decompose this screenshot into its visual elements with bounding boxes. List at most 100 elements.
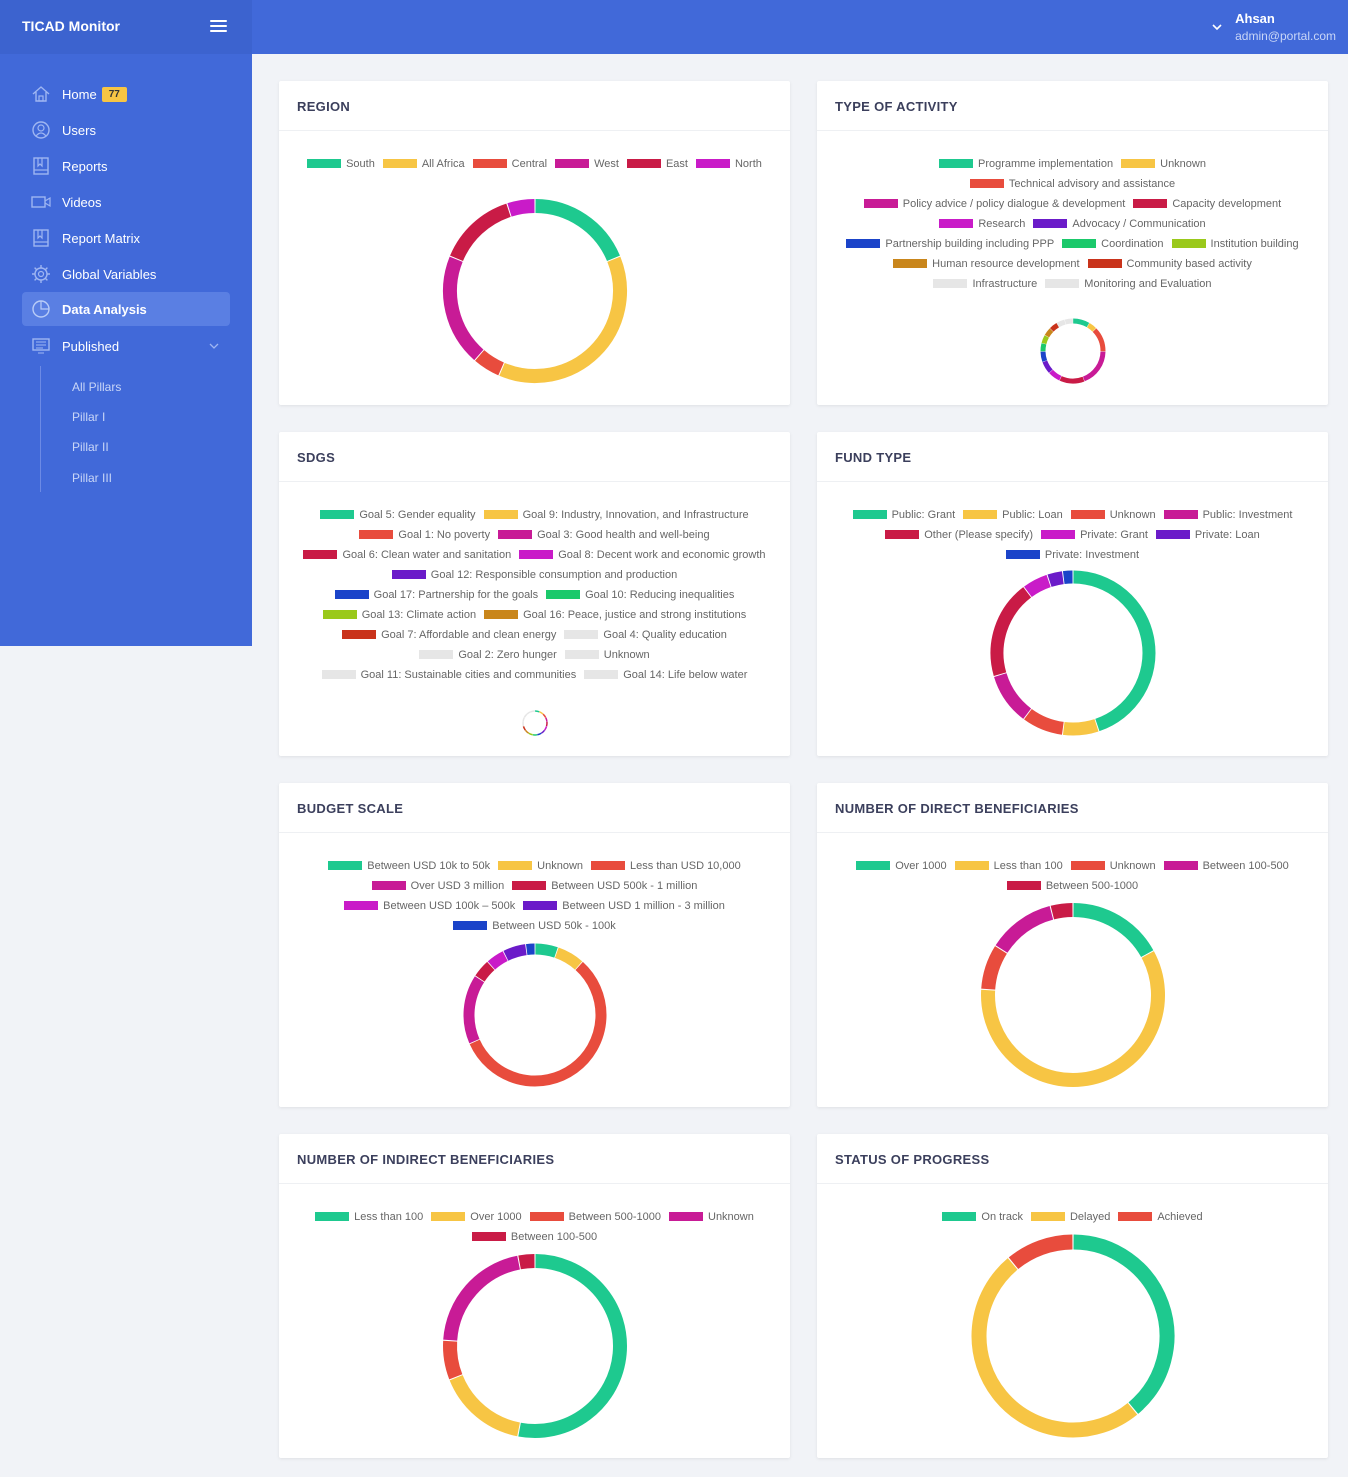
legend-item[interactable]: Private: Grant (1041, 525, 1148, 545)
legend-item[interactable]: Coordination (1062, 234, 1164, 254)
donut-slice[interactable] (990, 587, 1032, 676)
legend-item[interactable]: Goal 2: Zero hunger (419, 645, 557, 665)
legend-item[interactable]: Less than 100 (315, 1207, 423, 1227)
sidebar-item-data-analysis[interactable]: Data Analysis (22, 292, 230, 326)
donut-slice[interactable] (475, 961, 495, 982)
subnav-item-pillar-3[interactable]: Pillar III (72, 471, 113, 485)
donut-slice[interactable] (443, 1340, 463, 1380)
legend-item[interactable]: Public: Loan (963, 505, 1063, 525)
donut-slice[interactable] (981, 946, 1008, 990)
legend-item[interactable]: Institution building (1171, 234, 1299, 254)
donut-slice[interactable] (518, 1254, 627, 1438)
legend-item[interactable]: Achieved (1118, 1207, 1203, 1227)
sidebar-item-global-variables[interactable]: Global Variables (22, 257, 230, 291)
legend-item[interactable]: Less than USD 10,000 (591, 856, 741, 876)
legend-item[interactable]: South (307, 154, 375, 174)
legend-item[interactable]: Goal 1: No poverty (359, 525, 490, 545)
donut-slice[interactable] (1024, 708, 1064, 735)
subnav-item-pillar-2[interactable]: Pillar II (72, 440, 109, 454)
legend-item[interactable]: Human resource development (893, 254, 1080, 274)
donut-slice[interactable] (995, 906, 1054, 953)
sidebar-item-home[interactable]: Home 77 (22, 77, 230, 111)
legend-item[interactable]: Over 1000 (856, 856, 947, 876)
donut-slice[interactable] (469, 961, 607, 1087)
donut-slice[interactable] (537, 732, 542, 736)
donut-slice[interactable] (535, 943, 558, 958)
legend-item[interactable]: Private: Investment (1005, 545, 1139, 565)
hamburger-menu-icon[interactable] (208, 17, 230, 37)
donut-slice[interactable] (525, 943, 535, 955)
legend-item[interactable]: Other (Please specify) (885, 525, 1033, 545)
legend-item[interactable]: Goal 3: Good health and well-being (498, 525, 710, 545)
legend-item[interactable]: Between 100-500 (471, 1227, 597, 1247)
legend-item[interactable]: Goal 10: Reducing inequalities (546, 585, 734, 605)
legend-item[interactable]: Between 100-500 (1163, 856, 1289, 876)
subnav-item-pillar-1[interactable]: Pillar I (72, 410, 106, 424)
sidebar-item-videos[interactable]: Videos (22, 185, 230, 219)
donut-slice[interactable] (994, 672, 1032, 719)
legend-item[interactable]: Over 1000 (431, 1207, 522, 1227)
donut-slice[interactable] (1047, 571, 1064, 587)
legend-item[interactable]: Between USD 1 million - 3 million (523, 896, 725, 916)
donut-slice[interactable] (1040, 351, 1048, 362)
donut-slice[interactable] (540, 729, 546, 734)
donut-slice[interactable] (1049, 323, 1060, 332)
donut-slice[interactable] (443, 256, 484, 361)
legend-item[interactable]: On track (942, 1207, 1023, 1227)
legend-item[interactable]: Research (939, 214, 1025, 234)
donut-slice[interactable] (487, 951, 508, 970)
donut-slice[interactable] (535, 710, 540, 713)
legend-item[interactable]: Unknown (1070, 505, 1156, 525)
legend-item[interactable]: Unknown (1121, 154, 1206, 174)
donut-slice[interactable] (1056, 319, 1066, 328)
donut-slice[interactable] (1082, 351, 1106, 382)
donut-slice[interactable] (1062, 719, 1099, 736)
legend-item[interactable]: Central (472, 154, 547, 174)
donut-slice[interactable] (526, 711, 531, 715)
donut-slice[interactable] (1059, 376, 1085, 384)
legend-item[interactable]: Over USD 3 million (371, 876, 504, 896)
user-profile[interactable]: Ahsan admin@portal.com (1235, 11, 1336, 43)
sidebar-item-report-matrix[interactable]: Report Matrix (22, 221, 230, 255)
donut-slice[interactable] (475, 350, 505, 376)
legend-item[interactable]: Goal 17: Partnership for the goals (334, 585, 538, 605)
donut-slice[interactable] (1073, 903, 1154, 958)
legend-item[interactable]: Unknown (669, 1207, 754, 1227)
sidebar-item-users[interactable]: Users (22, 113, 230, 147)
donut-slice[interactable] (1042, 360, 1053, 373)
legend-item[interactable]: Partnership building including PPP (846, 234, 1054, 254)
donut-slice[interactable] (450, 203, 511, 262)
legend-item[interactable]: Infrastructure (933, 274, 1037, 294)
donut-slice[interactable] (503, 944, 527, 961)
chevron-down-icon[interactable] (1210, 20, 1224, 34)
donut-slice[interactable] (542, 713, 547, 718)
donut-slice[interactable] (1064, 318, 1073, 325)
legend-item[interactable]: Monitoring and Evaluation (1045, 274, 1212, 294)
legend-item[interactable]: Goal 14: Life below water (584, 665, 747, 685)
legend-item[interactable]: Community based activity (1087, 254, 1252, 274)
donut-slice[interactable] (523, 713, 528, 718)
donut-slice[interactable] (499, 256, 627, 383)
sidebar-item-reports[interactable]: Reports (22, 149, 230, 183)
donut-slice[interactable] (528, 732, 533, 736)
donut-slice[interactable] (1024, 574, 1051, 598)
legend-item[interactable]: West (555, 154, 619, 174)
chevron-down-icon[interactable] (208, 341, 220, 351)
legend-item[interactable]: Goal 6: Clean water and sanitation (303, 545, 511, 565)
donut-slice[interactable] (1050, 903, 1073, 920)
donut-slice[interactable] (1049, 369, 1062, 381)
sidebar-item-published[interactable]: Published (22, 329, 230, 363)
legend-item[interactable]: Technical advisory and assistance (969, 174, 1175, 194)
legend-item[interactable]: Public: Grant (852, 505, 955, 525)
donut-slice[interactable] (545, 717, 548, 722)
donut-slice[interactable] (1073, 318, 1090, 328)
donut-slice[interactable] (1073, 570, 1156, 732)
legend-item[interactable]: Unknown (564, 645, 650, 665)
donut-slice[interactable] (1044, 328, 1054, 338)
donut-slice[interactable] (507, 199, 535, 217)
legend-item[interactable]: Unknown (1070, 856, 1156, 876)
legend-item[interactable]: Capacity development (1133, 194, 1281, 214)
legend-item[interactable]: Goal 8: Decent work and economic growth (519, 545, 766, 565)
legend-item[interactable]: Goal 5: Gender equality (320, 505, 476, 525)
legend-item[interactable]: Goal 11: Sustainable cities and communit… (321, 665, 576, 685)
